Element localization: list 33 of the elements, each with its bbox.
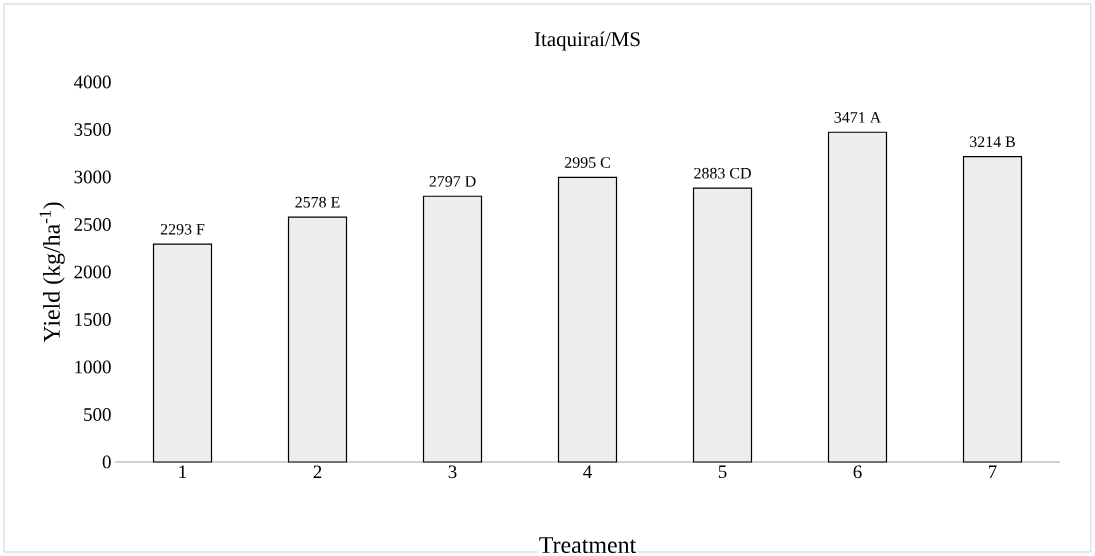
bar [422,195,483,463]
y-tick-label: 2500 [74,218,111,231]
chart-title: Itaquiraí/MS [534,31,640,51]
data-label: 2578 E [295,196,340,208]
y-axis-title: Yield (kg/ha$^{-1}$) [39,202,65,343]
data-label: 2995 C [564,157,610,168]
x-tick-label: 1 [179,465,187,478]
y-tick-label: 500 [84,408,111,421]
x-tick-label: 2 [313,465,322,479]
data-label: 3214 B [970,136,1015,148]
y-tick-label: 3500 [74,123,111,136]
x-tick-label: 7 [989,465,997,478]
x-tick-label: 5 [718,465,727,479]
y-tick-label: 2000 [74,265,111,279]
y-tick-label: 1500 [75,313,111,326]
y-tick-label: 4000 [74,75,111,89]
bar [827,131,888,463]
x-axis-title: Treatment [539,537,637,554]
data-label: 2797 D [429,176,476,187]
y-tick-label: 1000 [75,360,111,374]
data-label: 3471 A [834,112,882,123]
x-tick-label: 6 [853,465,862,479]
y-tick-label: 3000 [74,170,111,184]
bar [962,156,1023,463]
data-label: 2293 F [160,223,205,235]
x-tick-label: 4 [583,465,592,478]
bar [692,187,753,463]
x-tick-label: 3 [448,465,457,479]
y-tick-label: 0 [102,455,111,469]
data-label: 2883 CD [694,167,751,179]
bar [557,176,618,463]
bar [152,243,213,463]
bar [287,216,348,463]
